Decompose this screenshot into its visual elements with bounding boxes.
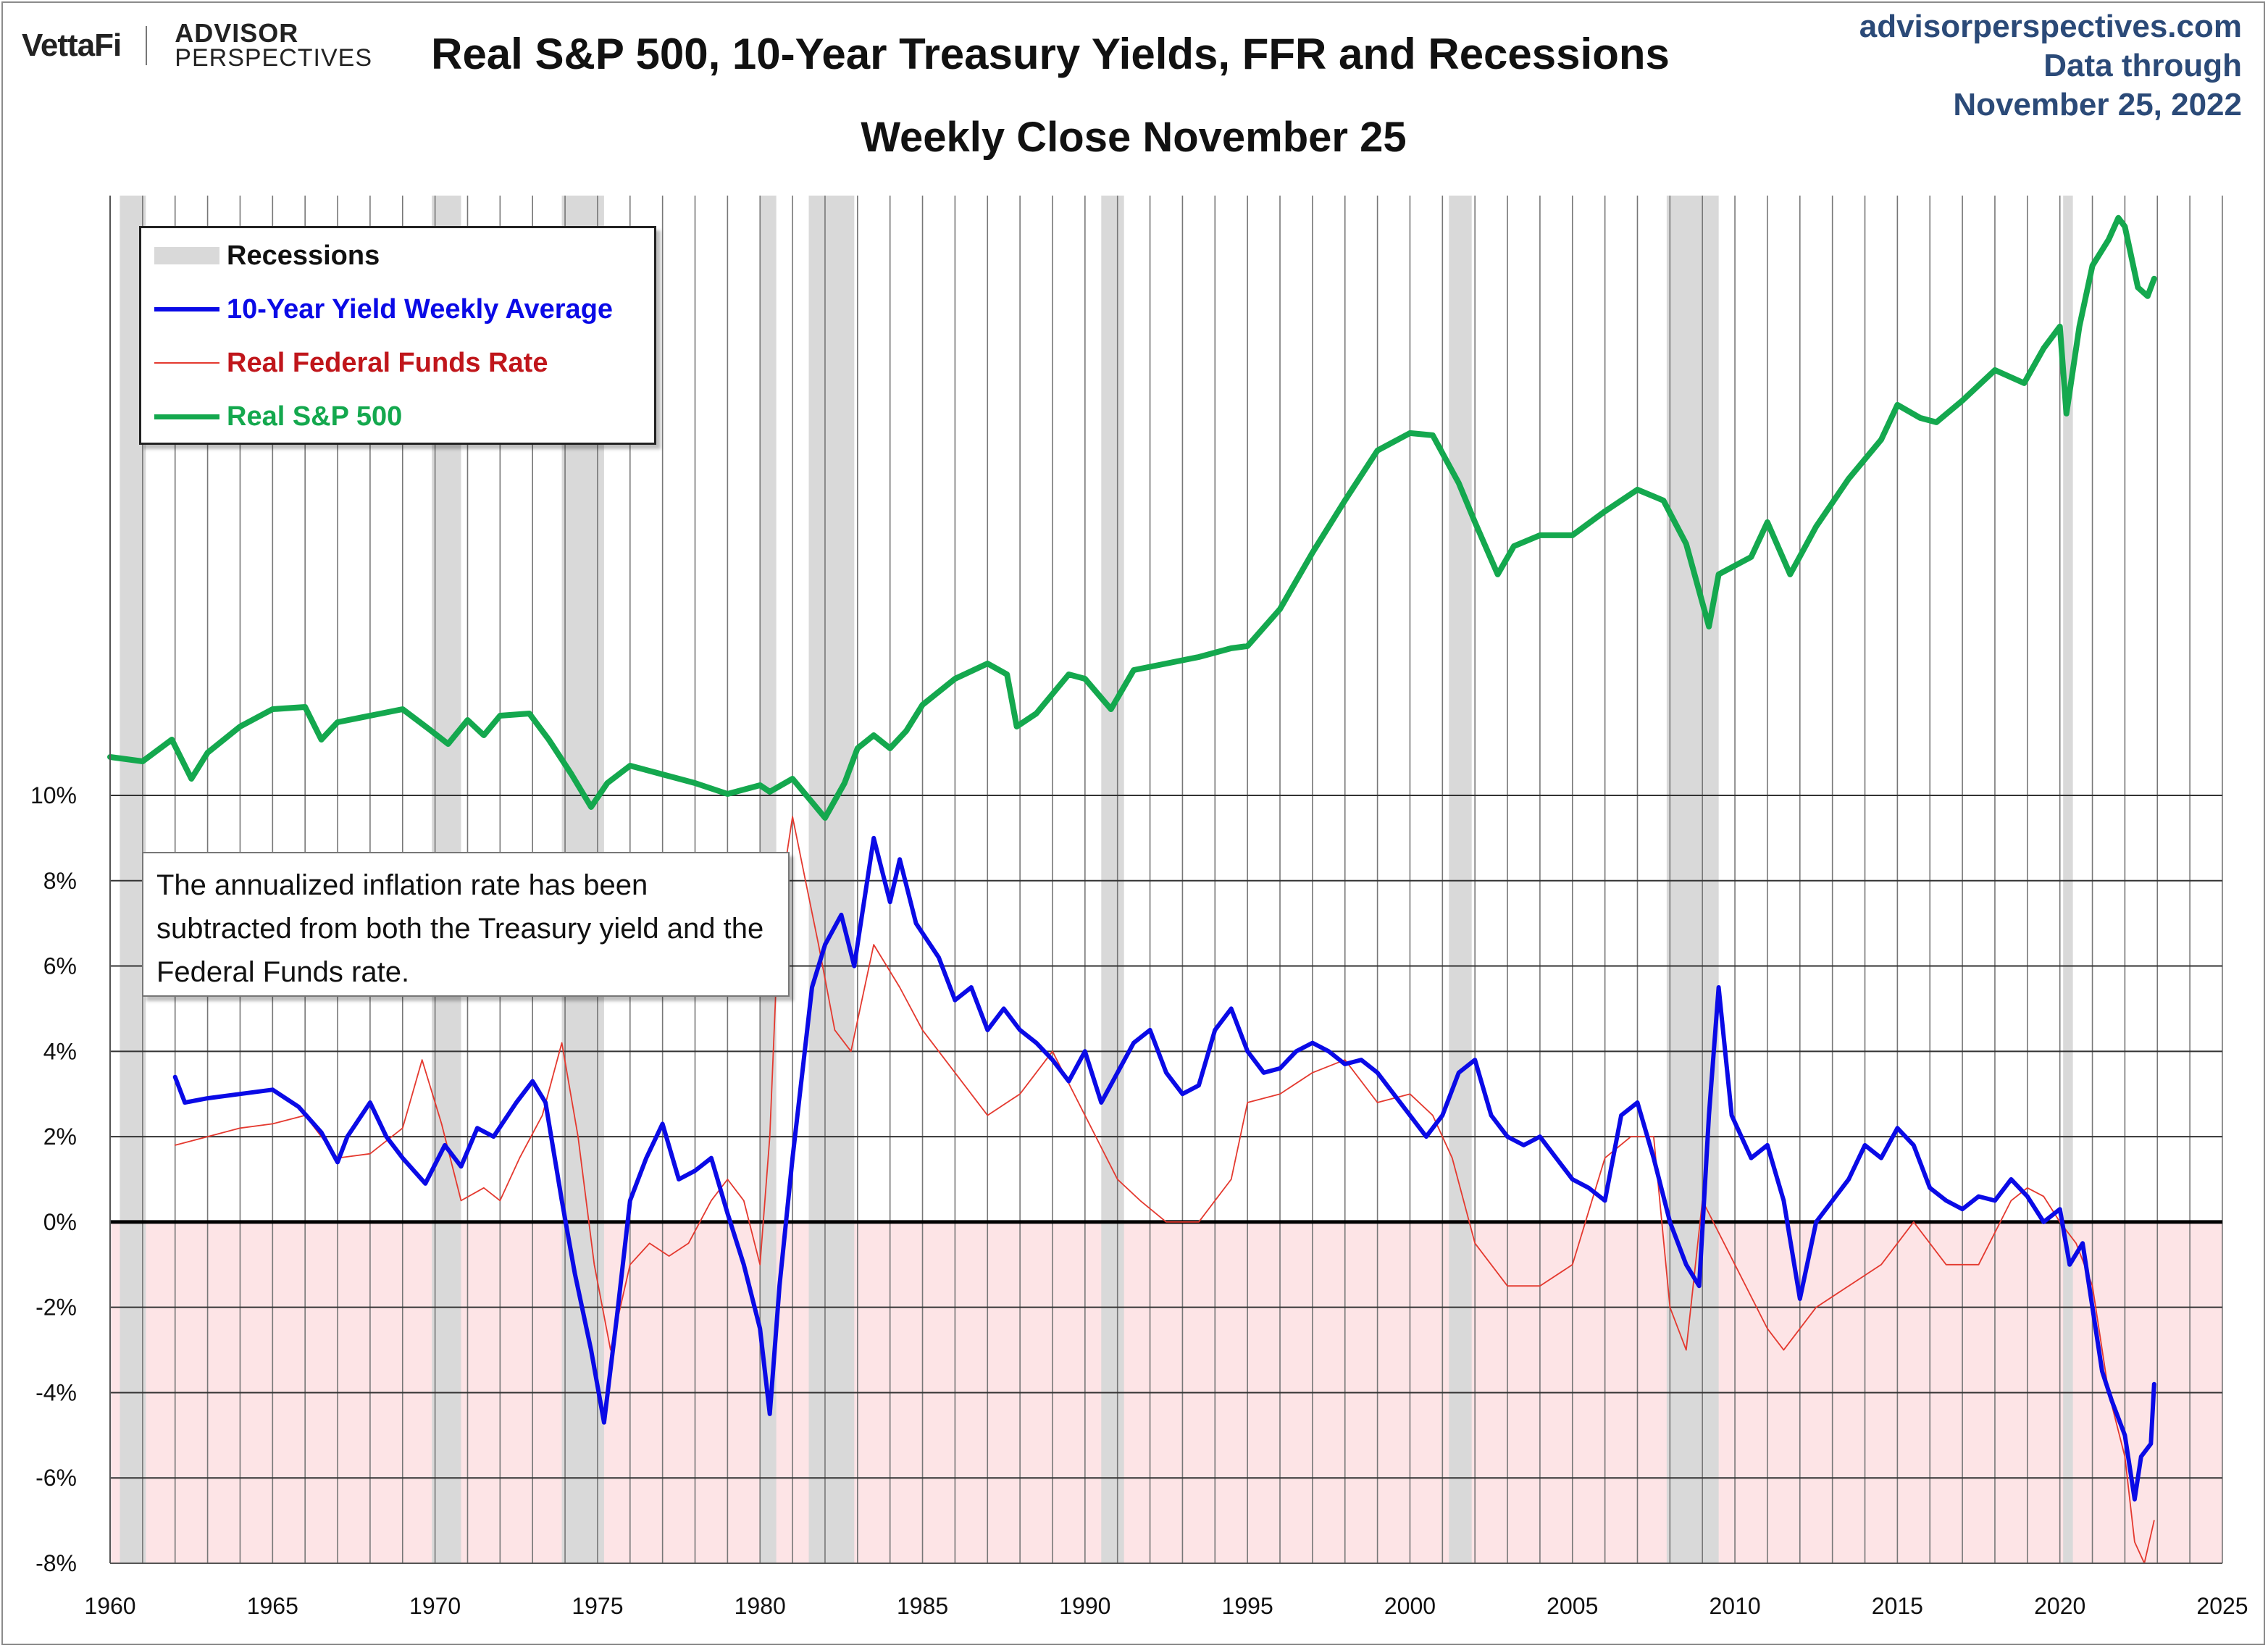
x-tick-label: 2010 bbox=[1709, 1593, 1760, 1619]
advisor-perspectives-logo: ADVISOR PERSPECTIVES bbox=[175, 18, 373, 72]
legend: Recessions 10-Year Yield Weekly Average … bbox=[139, 226, 656, 445]
legend-swatch-sp500 bbox=[154, 414, 219, 419]
x-tick-label: 1990 bbox=[1059, 1593, 1110, 1619]
legend-item-recessions: Recessions bbox=[154, 240, 380, 271]
x-tick-label: 2000 bbox=[1384, 1593, 1436, 1619]
legend-label-ffr: Real Federal Funds Rate bbox=[227, 347, 548, 378]
brand-logo: VettaFi ADVISOR PERSPECTIVES bbox=[22, 20, 372, 71]
chart-subtitle: Weekly Close November 25 bbox=[861, 114, 1407, 161]
series-layer bbox=[107, 214, 2157, 1564]
chart-title: Real S&P 500, 10-Year Treasury Yields, F… bbox=[431, 30, 1670, 78]
legend-label-recessions: Recessions bbox=[227, 240, 380, 271]
x-tick-label: 1995 bbox=[1222, 1593, 1273, 1619]
legend-swatch-recessions bbox=[154, 247, 219, 264]
recession-band-4 bbox=[808, 196, 855, 1563]
vettafi-logo: VettaFi bbox=[22, 28, 122, 63]
x-tick-label: 1980 bbox=[735, 1593, 786, 1619]
inflation-note: The annualized inflation rate has been s… bbox=[142, 852, 790, 997]
y-tick-label: 8% bbox=[43, 868, 77, 894]
x-tick-label: 1985 bbox=[897, 1593, 948, 1619]
source-block: advisorperspectives.com Data through Nov… bbox=[1859, 7, 2242, 125]
legend-label-sp500: Real S&P 500 bbox=[227, 401, 403, 432]
x-tick-label: 1960 bbox=[84, 1593, 135, 1619]
data-through-label: Data through bbox=[2043, 48, 2242, 83]
series-line-yield bbox=[172, 835, 2156, 1502]
y-tick-label: 2% bbox=[43, 1124, 77, 1150]
x-tick-label: 2005 bbox=[1547, 1593, 1598, 1619]
legend-item-ffr: Real Federal Funds Rate bbox=[154, 347, 548, 378]
site-url: advisorperspectives.com bbox=[1859, 9, 2242, 44]
data-through-date: November 25, 2022 bbox=[1953, 87, 2242, 122]
brand-divider bbox=[146, 26, 148, 65]
y-tick-label: -8% bbox=[35, 1550, 77, 1576]
recession-band-7 bbox=[1666, 196, 1719, 1563]
x-tick-label: 1970 bbox=[409, 1593, 461, 1619]
y-tick-label: -6% bbox=[35, 1465, 77, 1491]
x-tick-label: 1975 bbox=[572, 1593, 623, 1619]
brand-line-2: PERSPECTIVES bbox=[175, 44, 373, 72]
legend-label-yield: 10-Year Yield Weekly Average bbox=[227, 293, 614, 325]
y-tick-label: -4% bbox=[35, 1379, 77, 1405]
legend-swatch-yield bbox=[154, 307, 219, 311]
series-line-ffr bbox=[174, 816, 2155, 1564]
legend-item-sp500: Real S&P 500 bbox=[154, 401, 403, 432]
legend-item-yield: 10-Year Yield Weekly Average bbox=[154, 293, 614, 325]
x-tick-label: 1965 bbox=[247, 1593, 298, 1619]
x-tick-label: 2015 bbox=[1872, 1593, 1923, 1619]
recession-band-5 bbox=[1101, 196, 1124, 1563]
legend-swatch-ffr bbox=[154, 362, 219, 364]
y-tick-label: 6% bbox=[43, 953, 77, 979]
x-tick-label: 2025 bbox=[2196, 1593, 2248, 1619]
brand-line-1: ADVISOR bbox=[175, 18, 299, 48]
x-tick-label: 2020 bbox=[2034, 1593, 2085, 1619]
y-tick-label: 4% bbox=[43, 1038, 77, 1064]
recession-band-6 bbox=[1449, 196, 1472, 1563]
y-tick-label: 0% bbox=[43, 1209, 77, 1235]
y-tick-label: 10% bbox=[30, 782, 77, 808]
series-line-sp500 bbox=[107, 214, 2157, 821]
axis-layer: 10% 8% 6% 4% 2% 0% -2% -4% -6% -8% 1960 1965 1970 197… bbox=[30, 196, 2248, 1619]
y-tick-label: -2% bbox=[35, 1294, 77, 1321]
